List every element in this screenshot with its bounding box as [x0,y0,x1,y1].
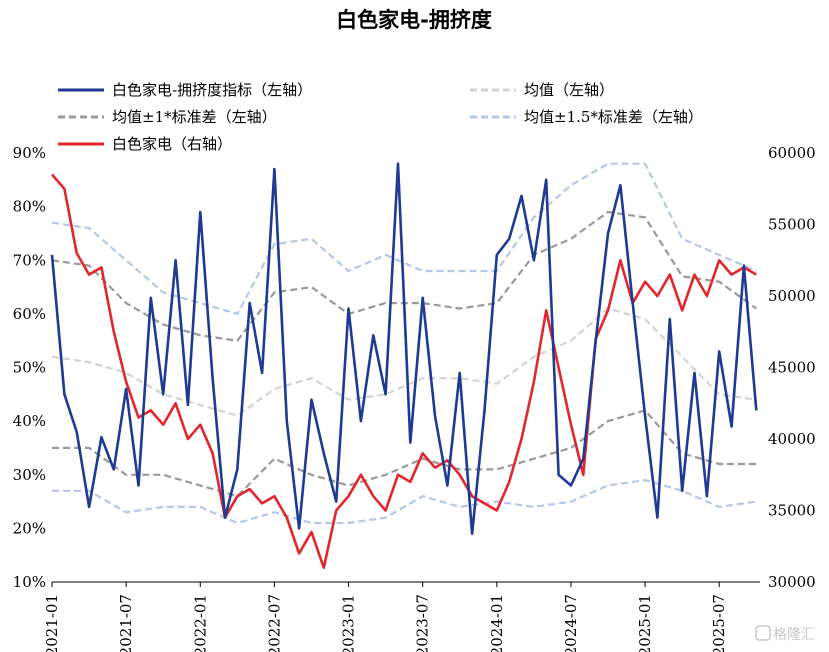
chart-title: 白色家电-拥挤度 [336,8,492,32]
x-tick-label: 2023-07 [414,594,432,652]
legend-label-sd15: 均值±1.5*标准差（左轴） [524,108,703,126]
legend-label-sd1: 均值±1*标准差（左轴） [112,108,277,126]
left-tick-label: 80% [13,198,46,216]
right-tick-label: 40000 [768,430,816,448]
x-tick-label: 2022-07 [265,594,283,652]
series-line-sd1_lower [52,409,757,498]
left-tick-label: 90% [13,144,46,162]
left-tick-label: 10% [13,573,46,591]
legend-label-index: 白色家电（右轴） [112,135,232,153]
axes: 10% 20% 30% 40% 50% 60% 70% 80% 90% 30000 35000 400… [13,144,816,652]
x-tick-label: 2024-01 [488,594,506,652]
left-tick-label: 30% [13,466,46,484]
right-tick-label: 60000 [768,144,816,162]
series-line-crowding [50,162,758,536]
x-tick-label: 2024-07 [562,594,580,652]
legend-label-crowding: 白色家电-拥挤度指标（左轴） [112,81,312,99]
series-line-mean [51,307,757,417]
left-tick-label: 50% [13,359,46,377]
watermark: 格隆汇 [755,625,815,643]
x-tick-label: 2022-01 [191,594,209,652]
legend-label-mean: 均值（左轴） [524,81,614,99]
right-tick-label: 30000 [768,573,816,591]
legend: 白色家电-拥挤度指标（左轴） 均值（左轴） 均值±1*标准差（左轴） 均值±1.… [58,81,703,153]
x-tick-label: 2025-07 [710,594,728,652]
series-line-sd15_lower [52,479,757,525]
right-tick-label: 55000 [768,216,816,234]
watermark-icon [755,625,771,641]
right-tick-label: 50000 [768,287,816,305]
legend-item-mean: 均值（左轴） [470,81,614,99]
plot-area [50,162,758,570]
x-tick-label: 2025-01 [636,594,654,652]
x-tick-label: 2023-01 [340,594,358,652]
watermark-text: 格隆汇 [773,627,815,643]
right-tick-label: 45000 [768,359,816,377]
right-tick-label: 35000 [768,502,816,520]
left-tick-label: 70% [13,251,46,269]
legend-item-index: 白色家电（右轴） [58,135,232,153]
series-line-sd15_upper [51,162,757,315]
series-line-index [51,173,757,570]
legend-item-sd1: 均值±1*标准差（左轴） [58,108,277,126]
legend-item-crowding: 白色家电-拥挤度指标（左轴） [58,81,312,99]
legend-item-sd15: 均值±1.5*标准差（左轴） [470,108,703,126]
left-tick-label: 40% [13,412,46,430]
x-tick-label: 2021-07 [117,594,135,652]
x-tick-label: 2021-01 [43,594,61,652]
left-tick-label: 20% [13,519,46,537]
left-tick-label: 60% [13,305,46,323]
